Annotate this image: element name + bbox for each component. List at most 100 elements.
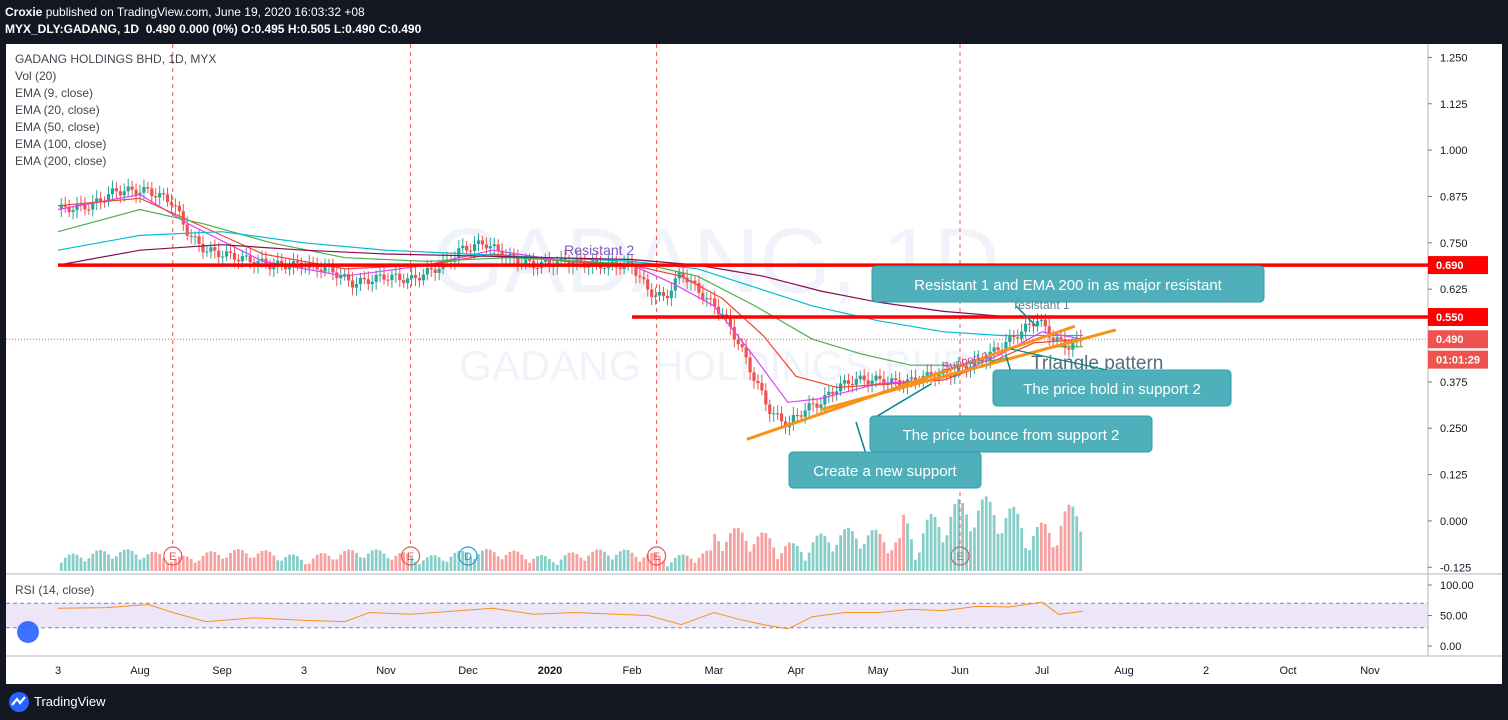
candle-body xyxy=(382,274,386,280)
callout-box[interactable] xyxy=(871,265,1265,303)
volume-bar xyxy=(233,550,236,571)
volume-bar xyxy=(693,562,697,571)
candle-body xyxy=(358,277,363,285)
volume-bar xyxy=(520,554,524,571)
volume-bar xyxy=(961,503,965,571)
candle-body xyxy=(217,250,221,258)
volume-bar xyxy=(685,555,689,571)
volume-bar xyxy=(618,551,622,571)
candle-body xyxy=(201,243,205,253)
legend-vol[interactable]: Vol (20) xyxy=(15,69,57,83)
tradingview-brand[interactable]: TradingView xyxy=(34,694,106,709)
volume-bar xyxy=(772,547,776,571)
earnings-mark-label: E xyxy=(169,551,176,563)
rsi-line[interactable] xyxy=(57,601,1084,630)
chart-panel[interactable]: GADANG, 1D GADANG HOLDINGS BHD 1.250 1.125 1… xyxy=(6,44,1502,684)
triangle-pattern-label: Triangle pattern xyxy=(1031,353,1163,374)
candle-body xyxy=(858,375,862,380)
volume-bar xyxy=(740,532,744,571)
volume-bar xyxy=(614,554,618,571)
price-tick-label: 0.375 xyxy=(1440,377,1468,389)
volume-bar xyxy=(1024,547,1027,571)
volume-bar xyxy=(827,542,831,571)
candle-body xyxy=(394,273,398,275)
volume-bar xyxy=(67,554,71,571)
volume-bar xyxy=(126,549,130,571)
candle-body xyxy=(421,274,425,281)
legend-ema9[interactable]: EMA (9, close) xyxy=(15,86,94,100)
candle-body xyxy=(799,415,803,417)
tradingview-watermark-icon xyxy=(17,621,39,643)
candle-body xyxy=(642,277,646,280)
publisher-name[interactable]: Croxie xyxy=(5,5,43,19)
candle-body xyxy=(964,365,969,370)
candle-body xyxy=(736,339,740,345)
rsi-legend[interactable]: RSI (14, close) xyxy=(15,583,94,597)
candle-body xyxy=(150,188,154,197)
legend-ema50[interactable]: EMA (50, close) xyxy=(15,120,100,134)
volume-bar xyxy=(823,535,827,571)
volume-bar xyxy=(791,543,795,571)
callout-box[interactable] xyxy=(788,451,982,489)
volume-bar xyxy=(1075,516,1079,571)
candle-body xyxy=(634,266,638,276)
candle-body xyxy=(185,224,189,236)
candle-body xyxy=(1039,319,1043,322)
ema20-line[interactable] xyxy=(57,197,1084,389)
legend-ema20[interactable]: EMA (20, close) xyxy=(15,103,100,117)
candle-body xyxy=(795,415,799,417)
callout-box[interactable] xyxy=(869,415,1153,453)
volume-bar xyxy=(177,556,181,571)
x-tick-label: Dec xyxy=(458,665,478,677)
price-tick-label: 1.250 xyxy=(1440,52,1468,64)
volume-bar xyxy=(351,550,354,571)
tradingview-logo-icon[interactable] xyxy=(8,692,30,712)
candle-body xyxy=(713,298,717,307)
candle-body xyxy=(815,403,819,408)
volume-bar xyxy=(744,540,748,571)
volume-bar xyxy=(854,538,858,571)
volume-bar xyxy=(425,557,429,571)
candle-body xyxy=(476,240,481,245)
x-tick-label: 3 xyxy=(55,665,61,677)
candle-body xyxy=(413,275,418,279)
candle-body xyxy=(417,278,422,281)
candle-body xyxy=(1047,326,1051,338)
candle-body xyxy=(854,379,858,385)
candle-body xyxy=(197,236,201,244)
volume-bar xyxy=(303,564,307,571)
volume-bar xyxy=(1039,522,1043,571)
candle-body xyxy=(260,258,264,262)
price-axis-tag xyxy=(1428,256,1488,275)
candle-body xyxy=(1027,323,1032,325)
callout-box[interactable] xyxy=(992,369,1232,407)
support-trendline[interactable] xyxy=(820,328,1117,412)
price-tick-label: 1.000 xyxy=(1440,145,1468,157)
volume-bar xyxy=(366,553,370,571)
legend-ema200[interactable]: EMA (200, close) xyxy=(15,154,107,168)
volume-bar xyxy=(1059,525,1063,571)
support-trendline[interactable] xyxy=(746,324,1076,441)
legend-ema100[interactable]: EMA (100, close) xyxy=(15,137,107,151)
candle-body xyxy=(75,203,79,211)
candle-body xyxy=(618,267,622,270)
x-tick-label: May xyxy=(868,665,889,677)
candle-body xyxy=(846,380,851,384)
candle-body xyxy=(114,188,118,192)
candle-body xyxy=(350,280,355,288)
volume-bar xyxy=(402,552,406,571)
ema200-line[interactable] xyxy=(57,244,1083,319)
volume-bar xyxy=(599,549,602,571)
volume-bar xyxy=(118,552,122,571)
volume-bar xyxy=(441,560,445,571)
candle-body xyxy=(594,260,599,263)
candle-body xyxy=(122,191,126,196)
candle-body xyxy=(701,292,705,300)
x-tick-label: Feb xyxy=(623,665,642,677)
candle-body xyxy=(433,269,437,273)
candle-body xyxy=(158,193,162,198)
candle-body xyxy=(874,375,878,381)
volume-bar xyxy=(280,560,284,571)
volume-bar xyxy=(162,557,166,571)
